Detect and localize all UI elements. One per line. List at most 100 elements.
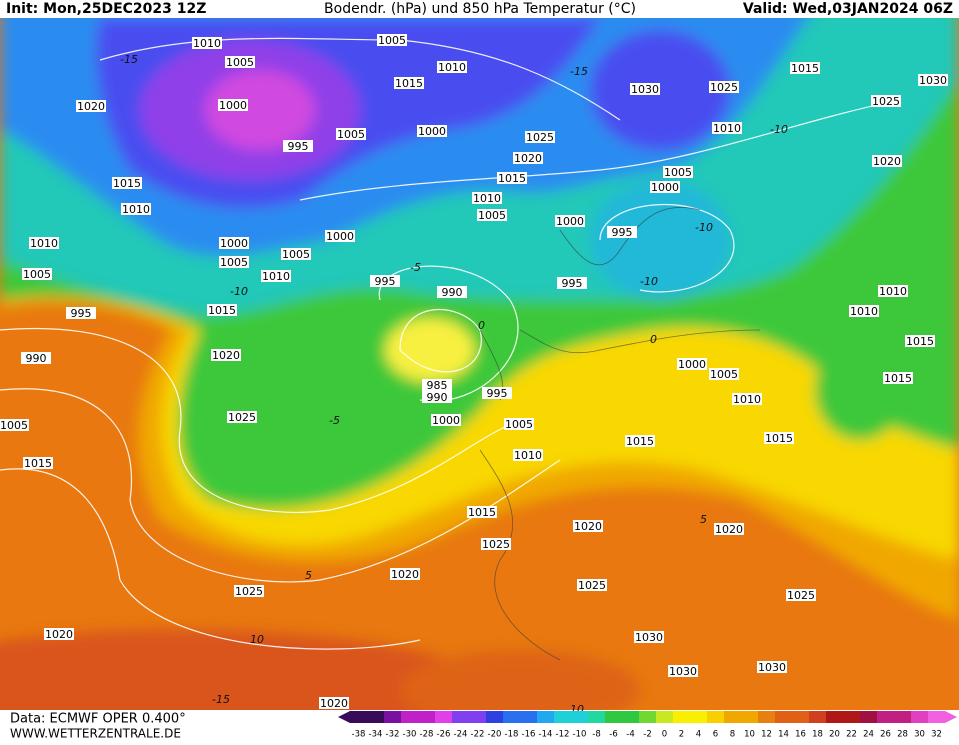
- colorbar-label: -10: [573, 730, 587, 740]
- isobar-label-text: 1015: [468, 506, 496, 519]
- isobar-label-box: [786, 589, 816, 601]
- temperature-label: -10: [230, 285, 248, 298]
- isobar-label: 1010: [121, 203, 151, 216]
- isobar-label: 1025: [227, 411, 257, 424]
- colorbar-swatch: [911, 711, 929, 723]
- isobar-label-box: [21, 352, 51, 364]
- isobar-label-box: [76, 100, 106, 112]
- isobar-label: 1000: [218, 99, 248, 112]
- colorbar-label: -14: [539, 730, 553, 740]
- isobar-label-box: [219, 237, 249, 249]
- colorbar-swatch: [673, 711, 691, 723]
- isobar-label: 1010: [849, 305, 879, 318]
- isobar-label-text: 1015: [906, 335, 934, 348]
- isobar-label-box: [437, 61, 467, 73]
- isobar-label-box: [29, 237, 59, 249]
- isobar-label: 1010: [712, 122, 742, 135]
- isobar-label-box: [525, 131, 555, 143]
- isobar-label-box: [712, 122, 742, 134]
- isobar-label: 1020: [573, 520, 603, 533]
- isobar-label: 1020: [319, 697, 349, 710]
- colorbar-label: -8: [592, 730, 600, 740]
- isobar-label-text: 1005: [282, 248, 310, 261]
- isobar-label: 1025: [786, 589, 816, 602]
- isobar-label-box: [764, 432, 794, 444]
- isobar-label-text: 1010: [30, 237, 58, 250]
- isobar-label-box: [281, 248, 311, 260]
- isobar-label-box: [431, 414, 461, 426]
- isobar-label: 1010: [437, 61, 467, 74]
- colorbar-label: -12: [556, 730, 570, 740]
- colorbar-label: 14: [778, 730, 789, 740]
- isobar-label-box: [497, 172, 527, 184]
- colorbar-swatch: [792, 711, 810, 723]
- colorbar-swatch: [724, 711, 742, 723]
- colorbar-label: 8: [730, 730, 735, 740]
- isobar-label: 1020: [714, 523, 744, 536]
- colorbar-swatch: [520, 711, 538, 723]
- isobar-label: 1015: [790, 62, 820, 75]
- isobar-label-box: [377, 34, 407, 46]
- isobar-label-text: 1020: [212, 349, 240, 362]
- isobar-label-text: 1015: [208, 304, 236, 317]
- colorbar-swatch: [809, 711, 827, 723]
- colorbar-label: 16: [795, 730, 806, 740]
- isobar-label-box: [44, 628, 74, 640]
- isobar-label-text: 995: [375, 275, 396, 288]
- isobar-label-box: [482, 387, 512, 399]
- isobar-label-text: 1010: [713, 122, 741, 135]
- isobar-label-text: 1000: [418, 125, 446, 138]
- colorbar-label: 24: [863, 730, 874, 740]
- isobar-label-box: [790, 62, 820, 74]
- colorbar-label: 10: [744, 730, 755, 740]
- colorbar-swatch: [367, 711, 385, 723]
- isobar-label-text: 1010: [850, 305, 878, 318]
- isobar-label: 1030: [757, 661, 787, 674]
- isobar-label-text: 1020: [574, 520, 602, 533]
- isobar-label-box: [709, 368, 739, 380]
- isobar-label-box: [573, 520, 603, 532]
- isobar-label-text: 1000: [651, 181, 679, 194]
- colorbar-label: -22: [471, 730, 485, 740]
- isobar-label: 1005: [219, 256, 249, 269]
- isobar-label-text: 1000: [556, 215, 584, 228]
- isobar-label-text: 1005: [23, 268, 51, 281]
- isobar-label-text: 1000: [432, 414, 460, 427]
- temperature-label: 10: [250, 633, 264, 646]
- isobar-label-text: 995: [562, 277, 583, 290]
- isobar-label-box: [555, 215, 585, 227]
- isobar-label: 985: [422, 379, 452, 392]
- isobar-label-text: 1005: [226, 56, 254, 69]
- colorbar-swatch: [418, 711, 436, 723]
- colorbar-swatch: [452, 711, 470, 723]
- isobar-label-text: 1030: [635, 631, 663, 644]
- isobar-label-text: 1015: [24, 457, 52, 470]
- colorbar-swatch: [435, 711, 453, 723]
- temperature-label: -15: [570, 65, 588, 78]
- isobar-label-box: [192, 37, 222, 49]
- colorbar-label: -2: [643, 730, 651, 740]
- isobar-label-text: 1025: [578, 579, 606, 592]
- colorbar-swatch: [860, 711, 878, 723]
- isobar-label: 1020: [76, 100, 106, 113]
- isobar-label-box: [422, 391, 452, 403]
- isobar-label-text: 1025: [235, 585, 263, 598]
- isobar-label-box: [0, 419, 29, 431]
- colorbar-label: 0: [662, 730, 667, 740]
- isobar-label-box: [757, 661, 787, 673]
- isobar-label-text: 1025: [872, 95, 900, 108]
- colorbar-swatch: [384, 711, 402, 723]
- isobar-label: 1000: [325, 230, 355, 243]
- isobar-label-text: 1015: [884, 372, 912, 385]
- isobar-label: 1005: [709, 368, 739, 381]
- isobar-label: 1010: [513, 449, 543, 462]
- isobar-label: 1015: [467, 506, 497, 519]
- isobar-label: 990: [422, 391, 452, 404]
- isobar-label-box: [112, 177, 142, 189]
- isobar-label-box: [227, 411, 257, 423]
- isobar-label-box: [504, 418, 534, 430]
- colorbar-label: 12: [761, 730, 772, 740]
- isobar-label-box: [225, 56, 255, 68]
- isobar-label-box: [234, 585, 264, 597]
